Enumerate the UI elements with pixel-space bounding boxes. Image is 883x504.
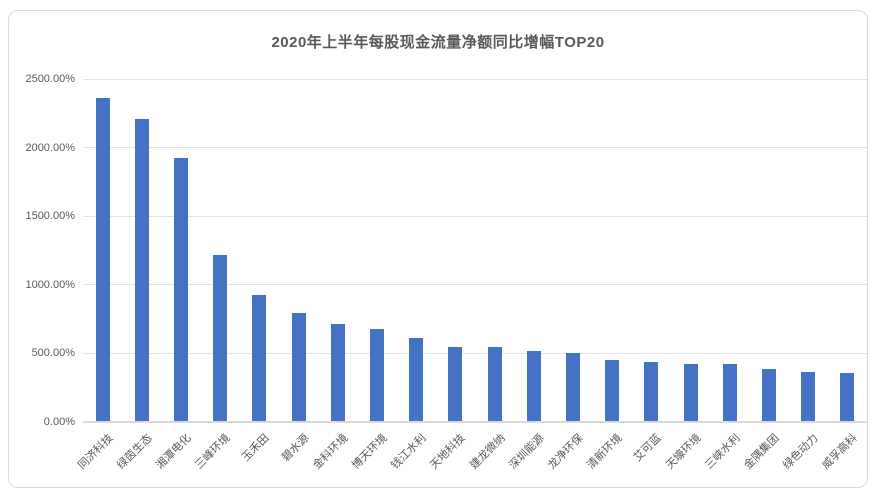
chart-bar (291, 312, 306, 422)
x-category-label: 湘潭电化 (154, 432, 194, 472)
plot-area: 0.00% 500.00% 1000.00% 1500.00% 2000.00% 2500… (25, 73, 867, 472)
chart-bar (605, 359, 620, 422)
grid-line (83, 215, 867, 217)
chart-title: 2020年上半年每股现金流量净额同比增幅TOP20 (271, 34, 605, 51)
x-category-label: 清新环境 (585, 432, 625, 472)
chart-bar (95, 97, 110, 422)
y-tick-label: 0.00% (43, 416, 75, 428)
chart-bar (213, 254, 228, 422)
chart-bar (252, 295, 267, 422)
grid-line (83, 147, 867, 149)
x-category-label: 钱江水利 (389, 432, 429, 472)
x-category-label: 绿茵生态 (114, 432, 155, 472)
chart-bar (566, 352, 580, 422)
x-category-label: 三峰环境 (193, 432, 233, 472)
chart-bar (801, 371, 816, 422)
x-category-label: 威孚高科 (820, 432, 861, 472)
grid-line (83, 284, 867, 286)
chart-bar (370, 329, 384, 422)
chart-bar (448, 346, 463, 422)
x-category-label: 同济科技 (75, 432, 116, 472)
chart-bar (409, 337, 424, 422)
x-category-label: 金科环境 (310, 432, 351, 472)
y-tick-label: 500.00% (31, 347, 75, 360)
x-category-label: 深圳能源 (506, 432, 547, 472)
x-category-label: 天地科技 (428, 432, 469, 472)
x-category-label: 建龙微纳 (467, 432, 508, 472)
grid-line (83, 352, 867, 354)
chart-bar (840, 373, 855, 422)
x-category-label: 三峡水利 (702, 432, 743, 472)
x-category-label: 碧水源 (279, 432, 312, 464)
y-tick-label: 2000.00% (25, 141, 75, 154)
chart-bar (762, 368, 776, 422)
y-tick-label: 1500.00% (25, 210, 75, 223)
chart-bar (644, 362, 659, 422)
chart-bar (174, 157, 188, 422)
x-category-label: 龙净环保 (546, 432, 586, 472)
x-category-label: 绿色动力 (781, 432, 821, 472)
y-tick-label: 1000.00% (25, 278, 75, 291)
x-category-label: 天壕环境 (663, 432, 704, 472)
x-category-label: 艾可蓝 (632, 432, 665, 464)
chart-bar (683, 363, 698, 422)
x-category-label: 玉禾田 (240, 432, 273, 464)
x-category-label: 博天环境 (350, 432, 390, 472)
chart-bar (330, 323, 345, 422)
y-tick-label: 2500.00% (25, 73, 75, 85)
chart-bar (487, 347, 502, 422)
chart-bar (526, 350, 541, 422)
grid-line (83, 78, 867, 80)
x-category-label: 金隅集团 (742, 432, 782, 472)
x-axis-line (83, 421, 867, 423)
chart-frame: 2020年上半年每股现金流量净额同比增幅TOP20 0.00% 500.00% 10… (8, 10, 868, 488)
chart-bar (134, 119, 149, 422)
chart-bar (722, 364, 737, 422)
